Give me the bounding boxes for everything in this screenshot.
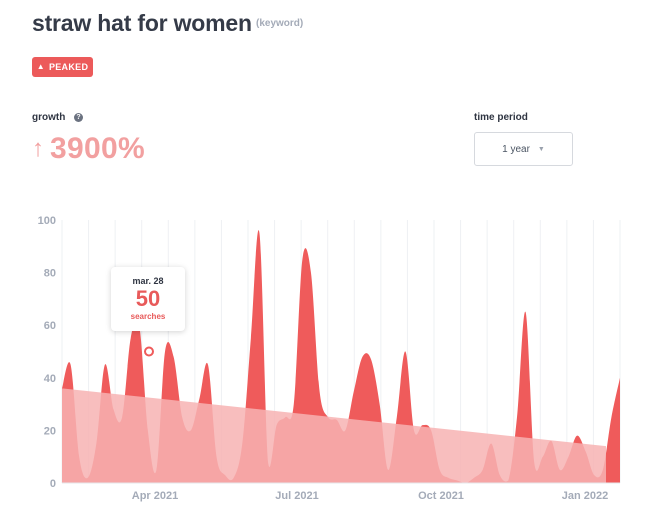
y-tick-label: 100 <box>38 215 56 227</box>
help-icon[interactable]: ? <box>74 113 83 122</box>
badge-label: PEAKED <box>48 62 89 72</box>
time-period-select[interactable]: 1 year ▼ <box>474 132 573 166</box>
peaked-badge: ▲ PEAKED <box>32 57 93 77</box>
x-tick-label: Jul 2021 <box>275 490 318 502</box>
chart-tooltip: mar. 28 50 searches <box>111 267 185 331</box>
growth-value: ↑ 3900% <box>32 134 145 164</box>
y-tick-label: 40 <box>44 373 56 385</box>
keyword-tag: (keyword) <box>256 18 304 29</box>
search-volume-chart[interactable]: 0 20 40 60 80 100 Apr 2021 Jul 2021 Oct 2021 Jan … <box>0 195 650 517</box>
tooltip-value: 50 <box>135 286 161 311</box>
time-period-label: time period <box>474 112 528 123</box>
time-period-value: 1 year <box>502 143 530 155</box>
warning-icon: ▲ <box>36 62 45 71</box>
y-tick-label: 60 <box>44 320 56 332</box>
highlight-point-marker <box>144 346 154 357</box>
tooltip-date: mar. 28 <box>132 276 164 286</box>
arrow-up-icon: ↑ <box>32 135 44 162</box>
x-tick-label: Jan 2022 <box>562 490 608 502</box>
y-tick-label: 80 <box>44 268 56 280</box>
x-tick-label: Oct 2021 <box>418 490 464 502</box>
y-tick-label: 0 <box>50 478 56 490</box>
chevron-down-icon: ▼ <box>537 145 545 153</box>
page-title: straw hat for women <box>32 10 252 36</box>
tooltip-unit: searches <box>130 312 166 322</box>
trend-area <box>62 388 606 483</box>
x-tick-label: Apr 2021 <box>132 490 178 502</box>
growth-label: growth <box>32 112 66 123</box>
y-tick-label: 20 <box>44 425 56 437</box>
growth-number: 3900% <box>50 132 145 165</box>
